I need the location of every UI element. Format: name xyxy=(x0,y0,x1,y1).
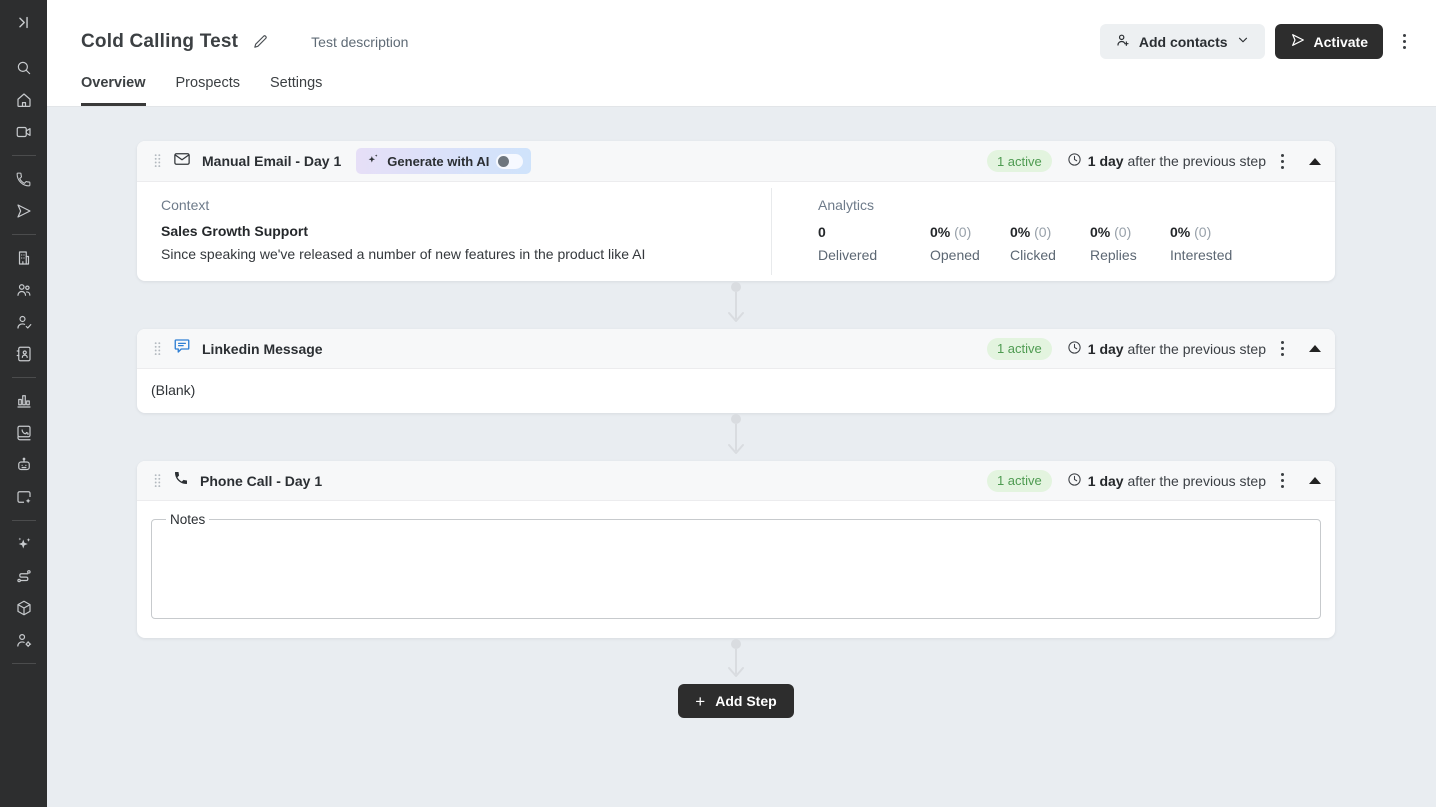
stat-opened: 0% (0) Opened xyxy=(930,224,980,263)
flow-connector xyxy=(725,413,747,461)
sparkle-icon xyxy=(366,152,380,171)
step-delay: 1 day after the previous step xyxy=(1067,472,1266,490)
notes-field: Notes xyxy=(151,512,1321,619)
notes-textarea[interactable] xyxy=(162,529,1310,615)
page-title: Cold Calling Test xyxy=(81,30,239,52)
collapse-step-icon[interactable] xyxy=(1309,157,1321,165)
add-step-button[interactable]: + Add Step xyxy=(678,684,794,718)
drag-handle-icon[interactable] xyxy=(151,471,164,491)
step-title: Linkedin Message xyxy=(202,340,323,357)
person-plus-icon xyxy=(1115,32,1131,51)
person-check-icon[interactable] xyxy=(8,306,40,338)
step-delay: 1 day after the previous step xyxy=(1067,340,1266,358)
collapse-sidebar-icon[interactable] xyxy=(8,6,40,38)
collapse-step-icon[interactable] xyxy=(1309,345,1321,352)
topbar: Cold Calling Test Test description Add c… xyxy=(47,0,1436,107)
stat-clicked: 0% (0) Clicked xyxy=(1010,224,1056,263)
send-icon[interactable] xyxy=(8,195,40,227)
step-title: Phone Call - Day 1 xyxy=(200,472,323,489)
ai-sparkles-icon[interactable] xyxy=(8,528,40,560)
send-icon xyxy=(1290,32,1306,51)
flow-connector xyxy=(725,281,747,329)
more-menu-icon[interactable] xyxy=(1397,28,1412,55)
call-log-icon[interactable] xyxy=(8,417,40,449)
stat-replies: 0% (0) Replies xyxy=(1090,224,1137,263)
activate-button[interactable]: Activate xyxy=(1274,24,1383,59)
step-delay: 1 day after the previous step xyxy=(1067,152,1266,170)
search-icon[interactable] xyxy=(8,52,40,84)
video-icon[interactable] xyxy=(8,116,40,148)
template-sparkle-icon[interactable] xyxy=(8,481,40,513)
bot-icon[interactable] xyxy=(8,449,40,481)
sequence-canvas: Manual Email - Day 1 Generate with AI 1 … xyxy=(47,107,1436,807)
tab-prospects[interactable]: Prospects xyxy=(175,75,240,91)
phone-icon[interactable] xyxy=(8,163,40,195)
email-context: Context Sales Growth Support Since speak… xyxy=(137,182,771,281)
user-settings-icon[interactable] xyxy=(8,624,40,656)
active-count-badge: 1 active xyxy=(986,337,1052,360)
active-count-badge: 1 active xyxy=(986,469,1052,492)
people-icon[interactable] xyxy=(8,274,40,306)
company-icon[interactable] xyxy=(8,242,40,274)
generate-with-ai-chip[interactable]: Generate with AI xyxy=(356,148,532,174)
stat-delivered: 0 Delivered xyxy=(818,224,878,263)
plus-icon: + xyxy=(695,691,706,711)
tab-settings[interactable]: Settings xyxy=(269,75,323,91)
step-menu-icon[interactable] xyxy=(1275,335,1290,362)
ai-toggle[interactable] xyxy=(496,153,524,169)
sidebar-divider xyxy=(11,155,36,156)
linkedin-message-body: (Blank) xyxy=(151,382,196,398)
chevron-down-icon xyxy=(1236,33,1250,50)
notes-label: Notes xyxy=(170,512,206,527)
step-card-email: Manual Email - Day 1 Generate with AI 1 … xyxy=(137,141,1335,281)
sidebar-divider xyxy=(11,377,36,378)
email-icon xyxy=(173,150,191,173)
phone-call-icon xyxy=(173,470,189,491)
linkedin-message-icon xyxy=(173,337,191,360)
contacts-book-icon[interactable] xyxy=(8,338,40,370)
edit-title-icon[interactable] xyxy=(248,29,273,54)
stat-interested: 0% (0) Interested xyxy=(1170,224,1233,263)
flow-connector xyxy=(725,638,747,684)
step-card-linkedin: Linkedin Message 1 active 1 day after th… xyxy=(137,329,1335,413)
step-menu-icon[interactable] xyxy=(1275,148,1290,175)
tab-bar: Overview Prospects Settings xyxy=(47,75,1436,106)
email-snippet: Since speaking we've released a number o… xyxy=(161,246,646,262)
sidebar xyxy=(0,0,47,807)
email-subject: Sales Growth Support xyxy=(161,223,309,239)
tab-overview[interactable]: Overview xyxy=(81,75,146,106)
sidebar-divider xyxy=(11,234,36,235)
step-card-phone: Phone Call - Day 1 1 active 1 day after … xyxy=(137,461,1335,638)
product-icon[interactable] xyxy=(8,592,40,624)
workflow-icon[interactable] xyxy=(8,560,40,592)
clock-icon xyxy=(1067,472,1082,490)
divider xyxy=(771,188,772,275)
collapse-step-icon[interactable] xyxy=(1309,477,1321,484)
drag-handle-icon[interactable] xyxy=(151,339,164,359)
home-icon[interactable] xyxy=(8,84,40,116)
email-analytics: Analytics 0 Delivered 0% (0) Opened xyxy=(772,182,1335,281)
analytics-icon[interactable] xyxy=(8,385,40,417)
add-contacts-button[interactable]: Add contacts xyxy=(1099,24,1265,59)
sidebar-divider xyxy=(11,520,36,521)
campaign-description: Test description xyxy=(311,33,409,50)
active-count-badge: 1 active xyxy=(986,150,1052,172)
sidebar-divider xyxy=(11,663,36,664)
clock-icon xyxy=(1067,152,1082,170)
drag-handle-icon[interactable] xyxy=(151,151,164,171)
step-menu-icon[interactable] xyxy=(1275,467,1290,494)
step-title: Manual Email - Day 1 xyxy=(202,153,342,169)
clock-icon xyxy=(1067,340,1082,358)
